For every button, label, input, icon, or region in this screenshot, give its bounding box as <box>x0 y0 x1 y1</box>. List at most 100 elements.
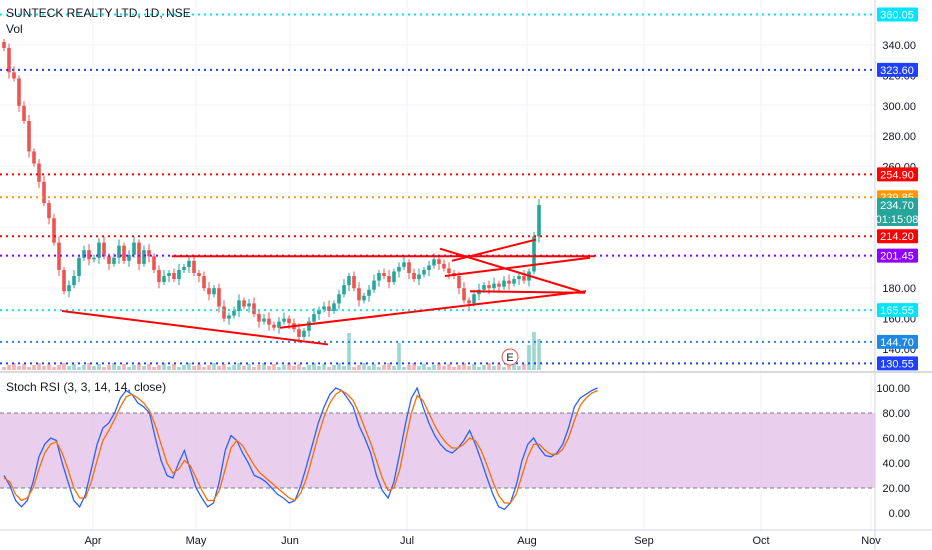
volume-bar <box>417 366 421 370</box>
candle-body <box>157 269 161 283</box>
volume-bar <box>97 364 101 370</box>
level-badge-label: 165.55 <box>880 305 914 317</box>
candle-body <box>302 330 306 337</box>
trendline <box>451 238 537 262</box>
volume-bar <box>42 366 46 370</box>
candle-body <box>132 242 136 255</box>
volume-bar <box>467 366 471 370</box>
candle-body <box>492 283 496 289</box>
volume-bar <box>302 367 306 370</box>
volume-bar <box>282 365 286 370</box>
volume-bar <box>212 363 216 370</box>
volume-bar <box>142 366 146 370</box>
volume-bar <box>232 365 236 370</box>
volume-bar <box>377 367 381 370</box>
candle-body <box>112 257 116 264</box>
volume-bar <box>82 365 86 370</box>
candle-body <box>17 78 21 106</box>
price-tick-label: 180.00 <box>882 283 916 295</box>
volume-bar <box>122 364 126 370</box>
trendline <box>439 247 581 293</box>
volume-bar <box>317 366 321 370</box>
price-tick-label: 300.00 <box>882 101 916 113</box>
volume-bar <box>397 343 401 370</box>
level-badge-label: 144.70 <box>880 337 914 349</box>
level-badge <box>877 7 918 22</box>
volume-bar <box>507 365 511 370</box>
volume-bar <box>202 367 206 370</box>
volume-bar <box>192 366 196 370</box>
candle-body <box>272 324 276 328</box>
candle-body <box>212 288 216 295</box>
volume-bar <box>57 365 61 370</box>
candle-body <box>412 273 416 280</box>
volume-bar <box>322 364 326 370</box>
volume-bar <box>447 364 451 370</box>
volume-bar <box>342 366 346 370</box>
volume-bar <box>272 364 276 370</box>
price-tick-label: 280.00 <box>882 131 916 143</box>
candle-body <box>392 271 396 283</box>
candle-body <box>7 48 11 73</box>
countdown-label: 01:15:08 <box>876 214 919 226</box>
candle-body <box>42 181 46 204</box>
volume-bar <box>152 367 156 370</box>
volume-bar <box>172 364 176 370</box>
level-badge <box>877 62 918 77</box>
symbol-title[interactable]: SUNTECK REALTY LTD, 1D, NSE <box>6 6 191 20</box>
candle-body <box>402 262 406 267</box>
candle-body <box>27 121 31 152</box>
level-badge-label: 201.45 <box>880 251 914 263</box>
level-badge <box>877 334 918 349</box>
volume-bar <box>407 365 411 370</box>
volume-bar <box>532 332 536 370</box>
volume-bar <box>167 366 171 370</box>
candle-body <box>522 276 526 281</box>
candle-body <box>72 276 76 286</box>
volume-bar <box>117 366 121 370</box>
candle-body <box>387 276 391 283</box>
volume-bar <box>372 364 376 370</box>
level-badge <box>877 248 918 263</box>
volume-bar <box>412 363 416 370</box>
time-tick-label: Jul <box>400 535 414 547</box>
candle-body <box>472 294 476 304</box>
level-badge-label: 323.60 <box>880 65 914 77</box>
stoch-tick-label: 60.00 <box>882 433 910 445</box>
candle-body <box>187 260 191 267</box>
level-badge-label: 214.20 <box>880 231 914 243</box>
candle-body <box>347 276 351 286</box>
volume-bar <box>457 365 461 370</box>
volume-bar <box>522 364 526 370</box>
candle-body <box>82 250 86 258</box>
volume-bar <box>332 365 336 370</box>
trendline <box>279 290 587 329</box>
volume-bar <box>352 367 356 370</box>
candle-body <box>512 279 516 284</box>
level-badge <box>877 167 918 182</box>
trendline <box>469 290 586 294</box>
candle-body <box>37 163 41 182</box>
candle-body <box>312 314 316 322</box>
candle-body <box>537 205 541 237</box>
candle-body <box>147 250 151 257</box>
volume-bar <box>497 364 501 370</box>
volume-bar <box>477 367 481 370</box>
candle-body <box>257 314 261 322</box>
candle-body <box>342 285 346 295</box>
volume-bar <box>157 365 161 370</box>
indicator-label[interactable]: Stoch RSI (3, 3, 14, 14, close) <box>6 380 167 394</box>
volume-bar <box>277 367 281 370</box>
volume-bar <box>62 363 66 370</box>
candle-body <box>92 257 96 260</box>
candle-body <box>432 259 436 266</box>
trendline <box>444 256 591 278</box>
candle-body <box>207 288 211 295</box>
volume-bar <box>102 367 106 370</box>
time-tick-label: May <box>186 535 207 547</box>
candle-body <box>2 41 6 49</box>
volume-bar <box>182 365 186 370</box>
volume-bar <box>402 367 406 370</box>
stoch-tick-label: 20.00 <box>882 483 910 495</box>
